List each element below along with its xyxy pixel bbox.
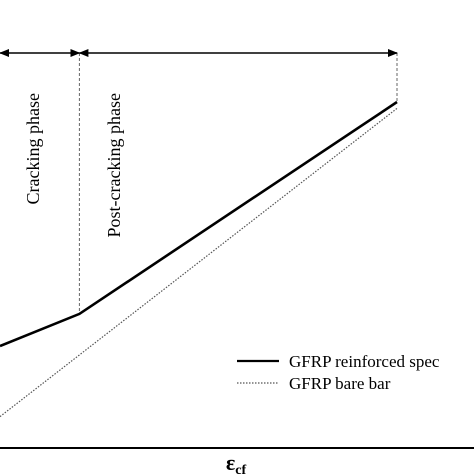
phase-label-2: Post-cracking phase [104, 93, 124, 237]
legend-label-1: GFRP reinforced spec [289, 352, 440, 371]
x-axis-label-main: ε [226, 450, 235, 474]
plot-area [0, 100, 398, 418]
x-axis-label: εcf [226, 450, 247, 474]
x-axis-label-subscript: cf [235, 463, 246, 474]
phase-annotations: Cracking phase Post-cracking phase [0, 49, 398, 314]
series-line-1 [0, 100, 398, 348]
legend: GFRP reinforced spec GFRP bare bar [237, 352, 440, 393]
phase-label-1: Cracking phase [23, 93, 43, 204]
legend-label-2: GFRP bare bar [289, 374, 391, 393]
